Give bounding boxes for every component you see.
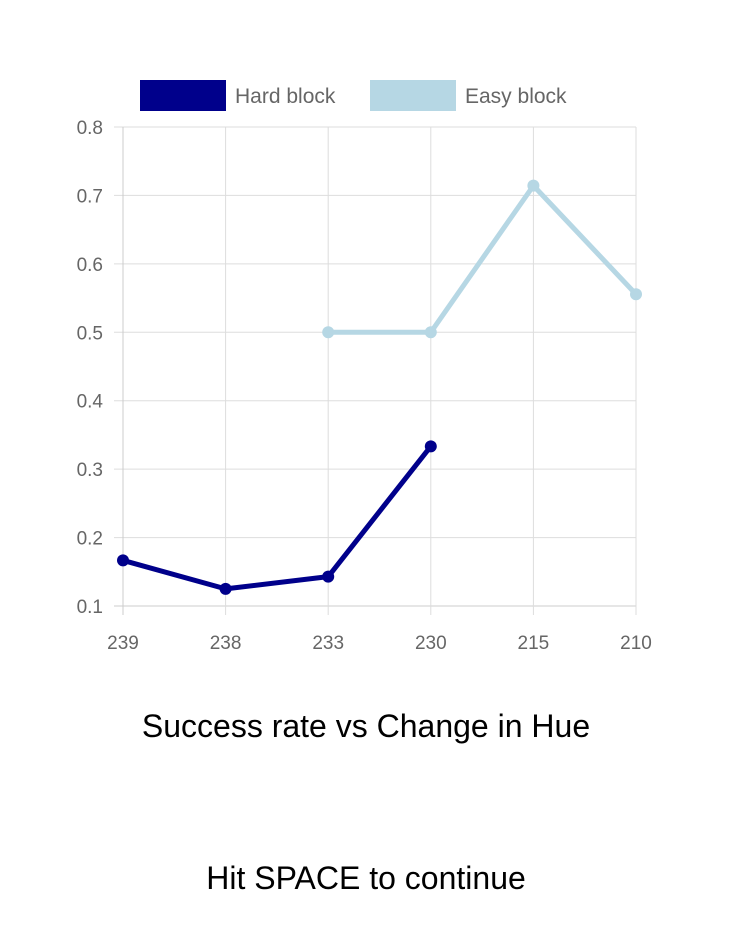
y-tick-label: 0.8 <box>77 118 103 139</box>
data-point <box>117 554 129 567</box>
y-tick-label: 0.6 <box>77 255 103 276</box>
y-tick-label: 0.5 <box>77 323 103 344</box>
data-point <box>630 288 642 301</box>
legend-label: Hard block <box>235 85 336 108</box>
y-tick-label: 0.1 <box>77 597 103 618</box>
data-point <box>424 440 437 453</box>
grid-lines <box>114 126 637 615</box>
data-point <box>219 582 232 595</box>
x-tick-label: 215 <box>518 633 550 654</box>
series-line-1 <box>325 183 639 335</box>
series-line-0 <box>120 443 434 592</box>
x-tick-label: 233 <box>312 633 344 654</box>
y-tick-label: 0.3 <box>77 460 103 481</box>
x-tick-label: 230 <box>415 633 447 654</box>
chart-title: Success rate vs Change in Hue <box>141 708 591 744</box>
x-tick-label: 239 <box>107 633 139 654</box>
data-point <box>322 326 335 339</box>
series-layer <box>117 179 642 595</box>
data-point <box>527 179 540 192</box>
y-tick-label: 0.4 <box>77 392 104 413</box>
x-tick-label: 238 <box>210 633 242 654</box>
data-point <box>424 326 437 339</box>
data-point <box>322 570 335 583</box>
y-tick-label: 0.7 <box>77 186 103 207</box>
line-chart: 0.1 0.2 0.3 0.4 0.5 0.6 0.7 0.8 239 238 233 230 215 2… <box>77 80 652 654</box>
continue-prompt: Hit SPACE to continue <box>206 860 526 896</box>
legend-label: Easy block <box>465 85 567 108</box>
legend-swatch <box>140 80 226 111</box>
x-tick-label: 210 <box>620 633 652 654</box>
legend: Hard block Easy block <box>140 80 567 111</box>
y-tick-label: 0.2 <box>77 529 103 550</box>
legend-swatch <box>370 80 456 111</box>
axis-labels: 0.1 0.2 0.3 0.4 0.5 0.6 0.7 0.8 239 238 233 230 215 2… <box>77 118 652 654</box>
